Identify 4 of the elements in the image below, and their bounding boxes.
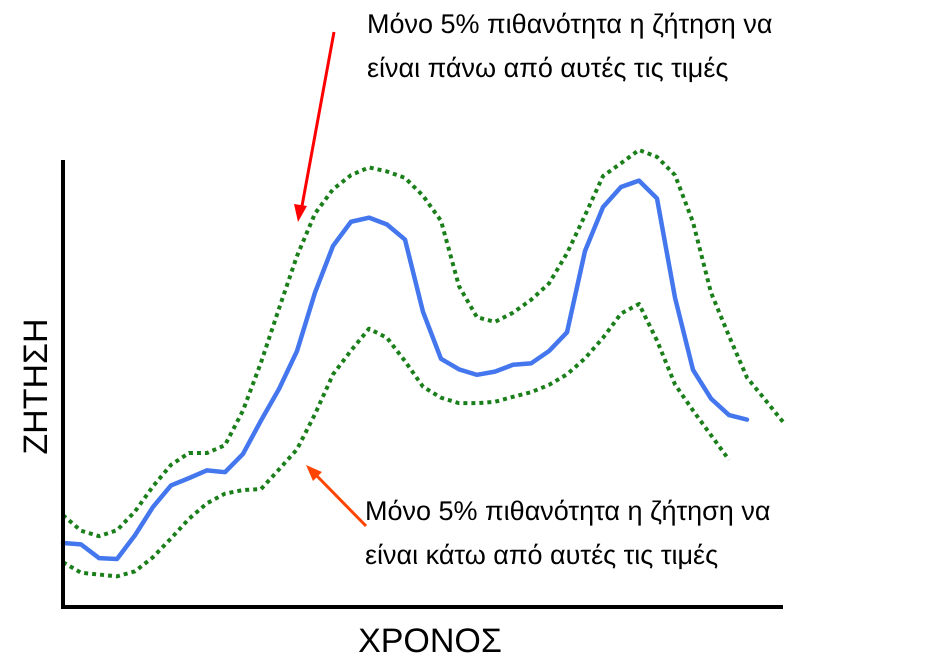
text: Μόνο 5% πιθανότητα η ζήτηση να είναι πάνω από αυτές τις τιμές <box>367 9 772 83</box>
y-axis-title: ΖΗΤΗΣΗ <box>17 318 55 455</box>
x-axis-title: ΧΡΟΝΟΣ <box>358 622 502 659</box>
annotation: Μόνο 5% πιθανότητα η ζήτηση να είναι κάτω από αυτές τις τιμές <box>365 496 770 570</box>
